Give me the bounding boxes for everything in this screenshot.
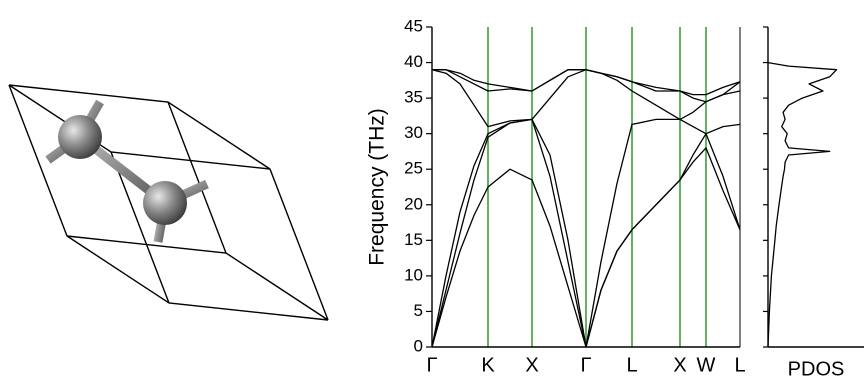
x-tick-label: W <box>697 354 716 376</box>
y-tick-label: 15 <box>404 230 423 249</box>
y-tick-label: 25 <box>404 159 423 178</box>
y-tick-label: 35 <box>404 88 423 107</box>
cell-edge <box>67 236 328 320</box>
cell-edge <box>9 85 67 236</box>
y-tick-label: 20 <box>404 194 423 213</box>
pdos-curve <box>768 63 837 347</box>
x-tick-label: K <box>481 354 495 376</box>
x-tick-label: X <box>525 354 538 376</box>
y-tick-label: 30 <box>404 123 423 142</box>
x-tick-label: Γ <box>580 354 591 376</box>
y-tick-label: 5 <box>414 301 423 320</box>
atom <box>58 115 102 159</box>
y-tick-label: 0 <box>414 336 423 355</box>
x-tick-label: Γ <box>426 354 437 376</box>
atom <box>143 181 187 225</box>
x-tick-label: X <box>673 354 686 376</box>
y-axis-label: Frequency (THz) <box>366 108 389 266</box>
atoms <box>48 102 207 242</box>
page: Frequency (THz) PDOS ΓKXΓLXWL05101520253… <box>0 0 864 387</box>
cell-edge <box>168 102 226 253</box>
x-tick-label: L <box>734 354 745 376</box>
x-tick-label: L <box>626 354 637 376</box>
y-tick-label: 40 <box>404 52 423 71</box>
y-tick-label: 10 <box>404 265 423 284</box>
figure: Frequency (THz) PDOS ΓKXΓLXWL05101520253… <box>0 0 864 387</box>
x-axis-label: PDOS <box>788 358 845 380</box>
y-tick-label: 45 <box>404 16 423 35</box>
cell-edge <box>270 169 328 320</box>
